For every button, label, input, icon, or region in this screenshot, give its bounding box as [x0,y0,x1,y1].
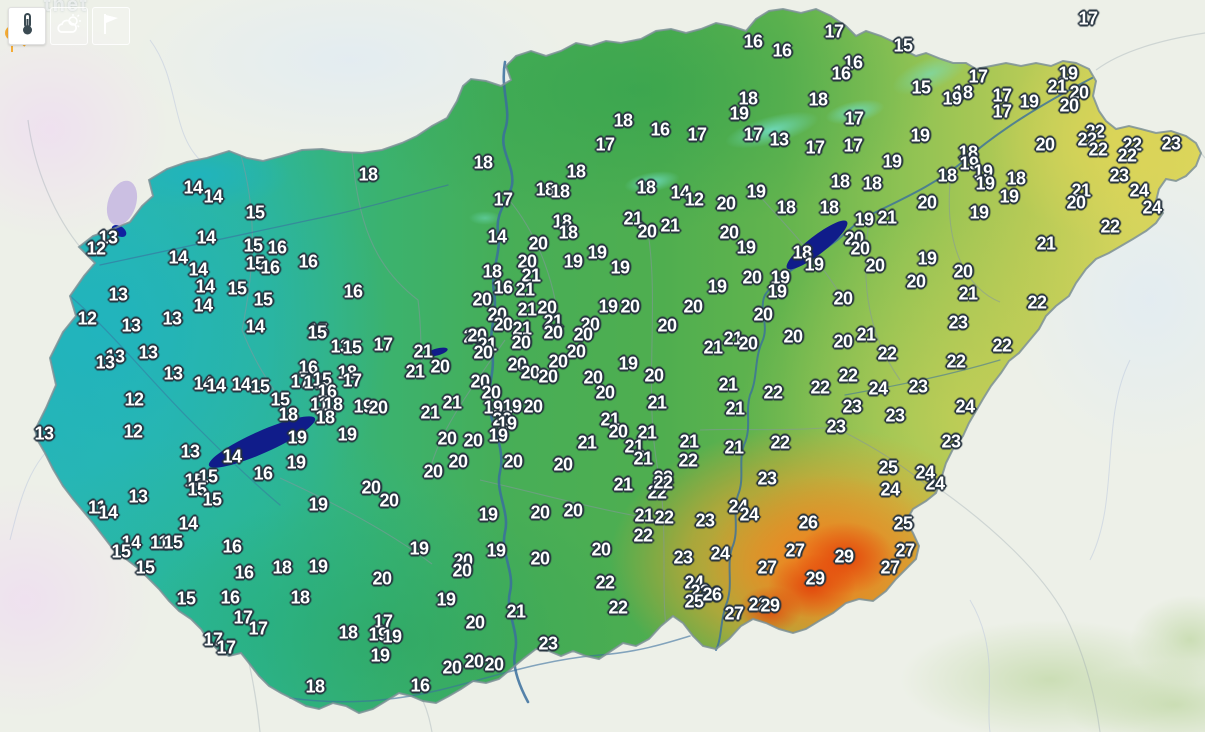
lake-balaton [208,416,316,468]
flag-icon [101,12,121,41]
lakes [106,180,848,468]
layer-toolbar [8,7,130,45]
weather-layer-button[interactable] [50,7,88,45]
temperature-layer-button[interactable] [8,7,46,45]
wind-layer-button[interactable] [92,7,130,45]
lake-tisza [786,220,848,270]
cloud-sun-icon [56,13,82,40]
thermometer-icon [16,11,38,42]
rivers [69,60,1093,704]
lake-velence [426,347,448,357]
lake-ferto [106,180,138,226]
watermark-text: tnet [44,0,89,16]
